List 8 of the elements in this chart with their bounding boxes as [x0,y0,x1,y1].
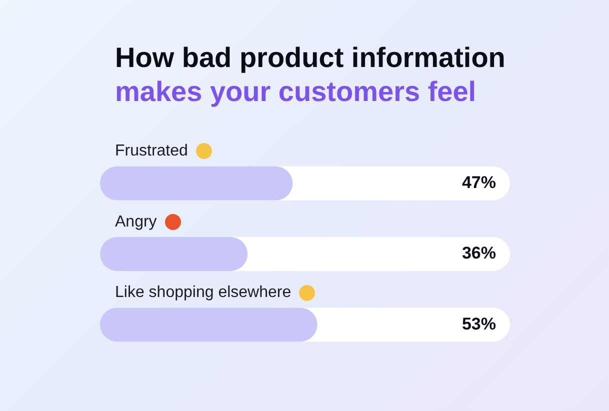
data-label: 36% [462,244,496,263]
y-tick-label: Frustrated [115,142,188,160]
data-label: 47% [462,173,496,192]
data-label: 53% [462,314,496,334]
y-tick-label: Like shopping elsewhere [115,284,292,302]
chart-title: How bad product information [115,42,506,74]
y-tick-label: Angry [115,213,157,230]
chart-subtitle: makes your customers feel [115,76,476,108]
